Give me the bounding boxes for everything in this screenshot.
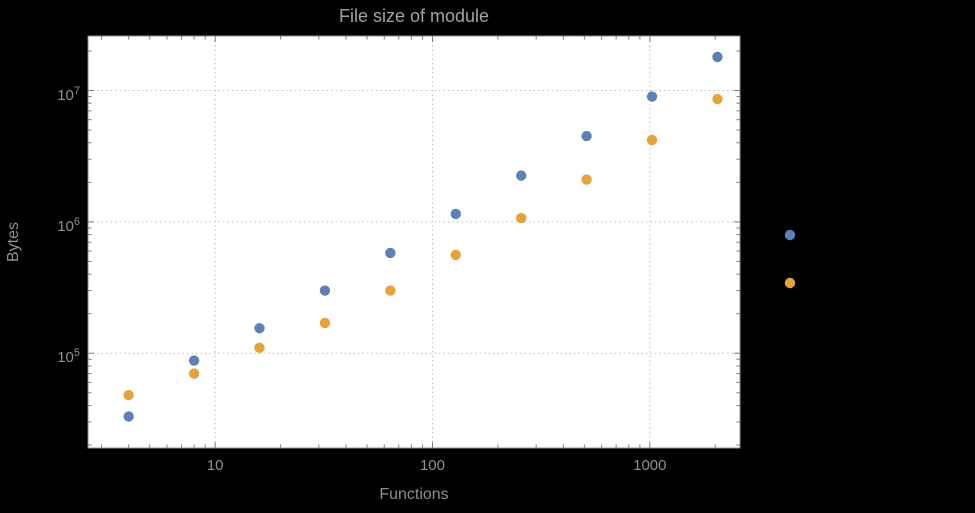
data-point-series-2: [319, 317, 331, 329]
data-point-series-2: [188, 368, 200, 379]
data-point-series-2: [450, 249, 461, 261]
data-point-series-1: [581, 130, 592, 142]
legend-marker-series-2: [784, 277, 796, 289]
data-point-series-1: [254, 323, 265, 334]
data-point-series-1: [646, 91, 658, 102]
y-tick-label: 106: [57, 215, 80, 235]
x-tick-label: 100: [419, 457, 445, 474]
data-point-series-1: [123, 411, 134, 422]
data-point-series-2: [646, 134, 658, 146]
data-point-series-1: [319, 285, 331, 296]
data-point-series-1: [712, 51, 723, 63]
data-point-series-2: [516, 212, 527, 224]
data-point-series-2: [581, 174, 592, 185]
x-axis-label: Functions: [379, 486, 449, 503]
legend-marker-series-1: [784, 229, 796, 241]
data-point-series-2: [385, 285, 396, 296]
y-tick-label: 105: [57, 347, 80, 367]
data-point-series-2: [254, 342, 265, 354]
data-point-series-1: [188, 355, 200, 366]
data-point-series-1: [516, 170, 527, 181]
data-point-series-1: [385, 247, 396, 259]
plot-frame: [87, 35, 741, 449]
y-tick-label: 107: [57, 84, 80, 104]
data-point-series-2: [123, 389, 134, 401]
x-tick-label: 1000: [633, 457, 667, 474]
plot-background: [88, 36, 740, 448]
data-point-series-1: [450, 208, 461, 220]
x-tick-label: 10: [206, 457, 224, 474]
chart-title: File size of module: [338, 6, 490, 26]
data-point-series-2: [712, 93, 723, 105]
